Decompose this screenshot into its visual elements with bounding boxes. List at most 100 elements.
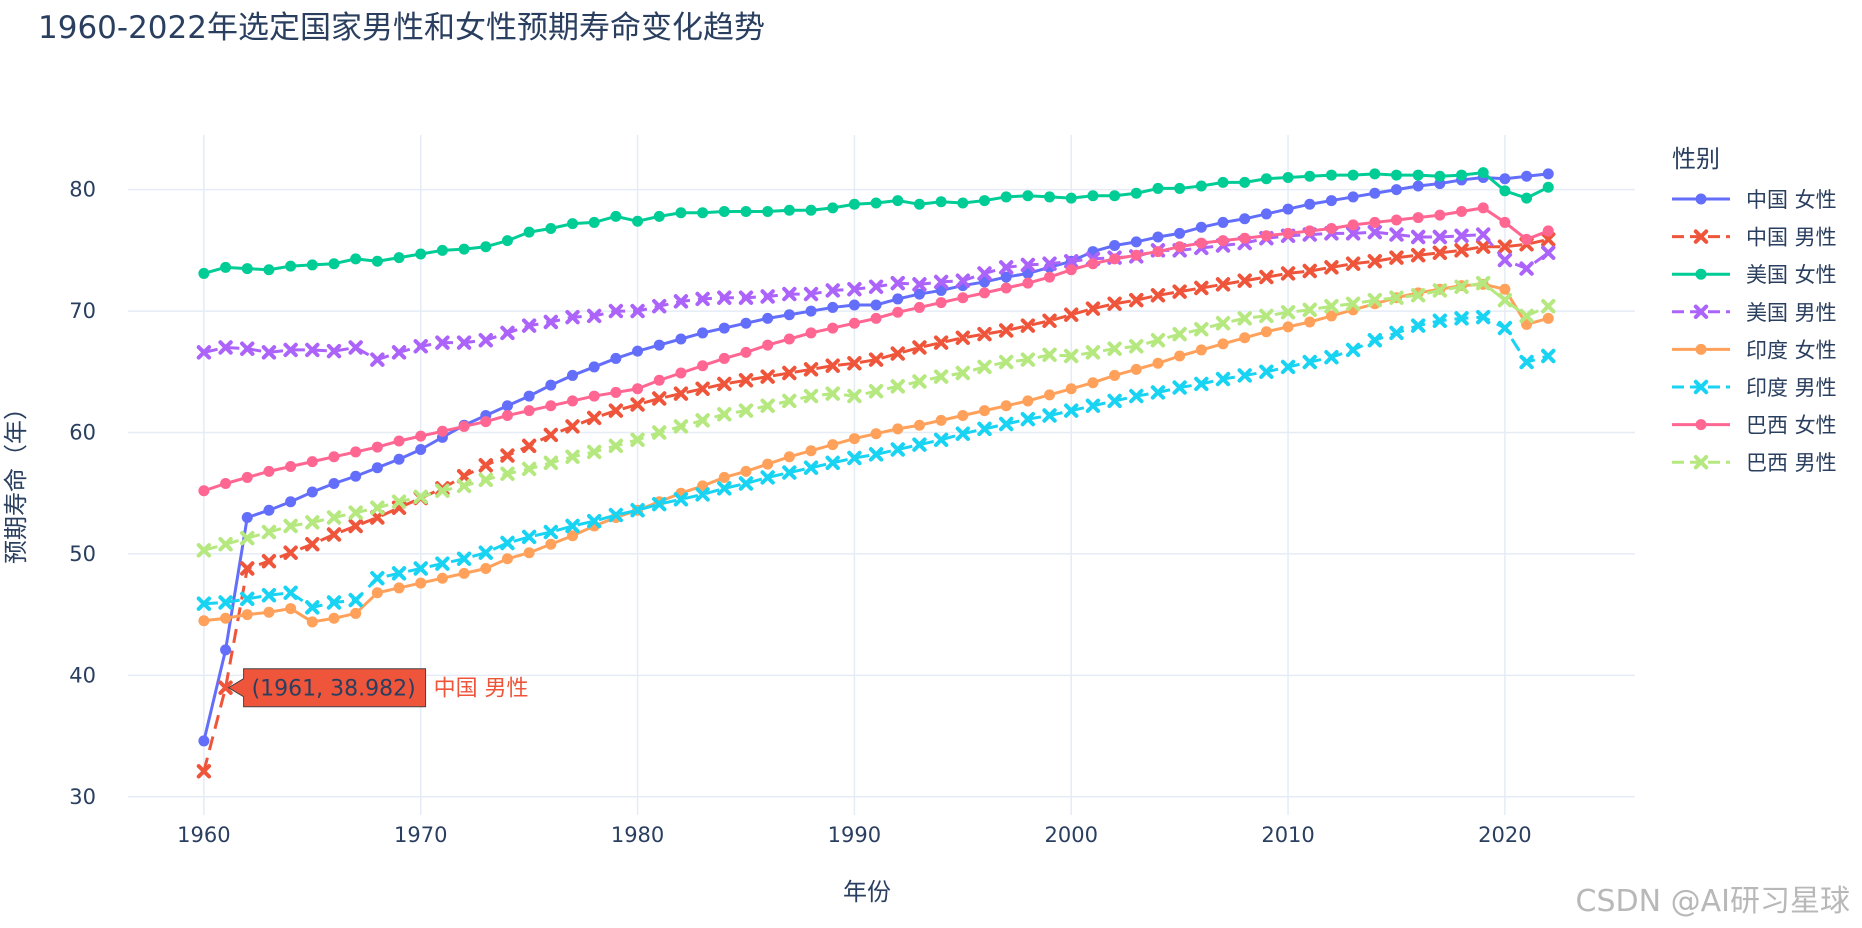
data-point	[783, 204, 795, 216]
data-point	[978, 276, 990, 288]
data-point	[1280, 359, 1296, 375]
data-point	[1260, 208, 1272, 220]
data-point	[501, 553, 513, 565]
data-point	[1282, 172, 1294, 183]
data-point	[1324, 350, 1339, 365]
data-point	[608, 403, 624, 418]
data-point	[415, 248, 427, 260]
data-point	[545, 400, 557, 412]
data-point	[478, 458, 493, 473]
data-point	[782, 286, 797, 302]
data-point	[1412, 212, 1424, 224]
legend-item[interactable]: 美国 女性	[1672, 263, 1837, 287]
data-point	[1237, 273, 1252, 288]
legend-marker	[1695, 343, 1707, 355]
data-point	[697, 480, 709, 492]
data-point	[1152, 246, 1164, 258]
legend-item[interactable]: 中国 男性	[1672, 226, 1837, 250]
data-point	[521, 318, 537, 333]
data-point	[890, 275, 905, 291]
data-point	[935, 297, 947, 309]
data-point	[673, 492, 689, 507]
y-tick-label: 80	[69, 178, 96, 202]
data-point	[586, 410, 602, 426]
data-point	[1174, 227, 1186, 239]
data-point	[912, 340, 927, 355]
data-point	[218, 595, 233, 610]
data-point	[673, 386, 689, 401]
data-point	[1345, 342, 1361, 358]
data-point	[740, 346, 752, 358]
data-point	[1541, 299, 1556, 314]
data-point	[630, 397, 645, 412]
data-point	[1259, 364, 1274, 379]
data-point	[740, 465, 752, 477]
data-point	[782, 465, 797, 480]
data-point	[697, 360, 709, 372]
data-point	[652, 425, 667, 440]
data-point	[543, 314, 559, 330]
data-point	[478, 472, 493, 488]
data-point	[868, 279, 884, 294]
data-point	[1064, 403, 1079, 418]
data-point	[1195, 237, 1207, 249]
legend-item[interactable]: 美国 男性	[1672, 301, 1837, 325]
data-point	[391, 494, 407, 509]
data-point	[913, 301, 925, 313]
data-point	[1434, 209, 1446, 221]
data-point	[586, 444, 602, 460]
data-point	[1172, 380, 1187, 395]
data-point	[1174, 241, 1186, 253]
data-point	[326, 510, 342, 525]
data-point	[1542, 312, 1554, 324]
data-point	[588, 361, 600, 373]
data-point	[1000, 271, 1012, 283]
data-point	[1410, 229, 1426, 245]
data-point	[261, 588, 277, 603]
chart-axes: 1960 1970 1980 1990 2000 2010 2020 30 40 50 60 70 80…	[2, 178, 1532, 906]
data-point	[653, 210, 665, 222]
data-point	[218, 680, 233, 695]
data-point	[892, 293, 904, 305]
data-point	[935, 414, 947, 426]
data-point	[305, 537, 320, 552]
data-point	[892, 423, 904, 435]
data-point	[870, 428, 882, 440]
data-point	[521, 461, 537, 477]
data-point	[1044, 271, 1056, 283]
legend-item[interactable]: 中国 女性	[1672, 188, 1837, 212]
data-point	[263, 264, 275, 276]
data-point	[868, 352, 884, 367]
data-point	[456, 478, 472, 494]
data-point	[1345, 226, 1361, 241]
legend-item[interactable]: 印度 女性	[1672, 338, 1837, 362]
data-point	[1519, 261, 1534, 276]
data-point	[1022, 267, 1034, 279]
legend-item[interactable]: 巴西 男性	[1672, 451, 1837, 475]
x-tick-label: 1970	[394, 823, 447, 847]
data-point	[1085, 398, 1101, 413]
data-point	[328, 451, 340, 463]
data-point	[1150, 385, 1166, 400]
data-point	[1390, 214, 1402, 226]
data-point	[306, 456, 318, 468]
legend-item[interactable]: 印度 男性	[1672, 376, 1837, 400]
data-point	[805, 204, 817, 216]
data-point	[695, 487, 710, 502]
data-point	[1000, 400, 1012, 412]
data-point	[501, 235, 513, 247]
data-point	[1109, 369, 1121, 381]
data-point	[328, 258, 340, 270]
data-point	[565, 309, 580, 325]
data-point	[306, 486, 318, 498]
data-point	[1389, 227, 1404, 242]
legend-item[interactable]: 巴西 女性	[1672, 414, 1837, 438]
data-point	[1020, 318, 1036, 333]
data-point	[371, 462, 383, 474]
data-point	[630, 303, 645, 319]
data-point	[1476, 309, 1491, 325]
data-point	[1259, 269, 1274, 285]
data-point	[500, 448, 515, 463]
data-point	[1065, 264, 1077, 276]
